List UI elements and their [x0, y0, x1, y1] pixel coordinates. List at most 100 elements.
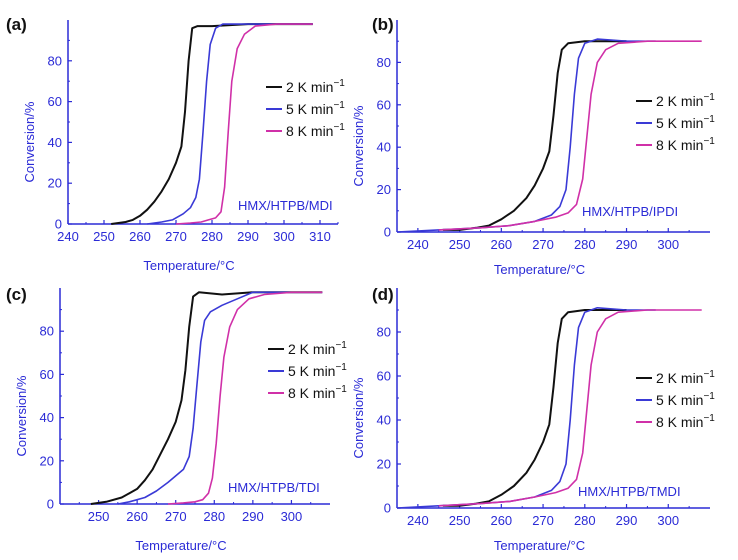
y-tick-label: 80: [40, 324, 54, 339]
chart-panel-2: (b) 240 250 260 270 280 290 300 0 20 40 60 80 Tempera…: [351, 15, 715, 277]
x-axis-title: Temperature/°C: [494, 538, 585, 553]
x-tick-label: 300: [273, 229, 295, 244]
x-tick-label: 300: [657, 513, 679, 528]
series-line-2: [117, 291, 323, 505]
legend-label: 5 K min−1: [656, 114, 715, 131]
series-line-2: [147, 23, 313, 225]
y-tick-label: 20: [377, 182, 391, 197]
y-tick-label: 60: [377, 369, 391, 384]
x-tick-label: 250: [88, 509, 110, 524]
x-tick-label: 300: [657, 237, 679, 252]
legend-superscript: −1: [703, 369, 715, 380]
x-tick-label: 300: [281, 509, 303, 524]
y-tick-label: 80: [377, 55, 391, 70]
panel-label: (b): [372, 15, 394, 34]
sample-annotation: HMX/HTPB/TMDI: [578, 484, 681, 499]
y-tick-label: 40: [377, 140, 391, 155]
legend-superscript: −1: [703, 92, 715, 103]
x-tick-label: 290: [237, 229, 259, 244]
y-axis-title: Conversion/%: [22, 101, 37, 182]
y-tick-label: 20: [40, 453, 54, 468]
x-tick-label: 290: [616, 513, 638, 528]
y-tick-label: 0: [55, 217, 62, 232]
series-line-1: [111, 23, 313, 225]
x-tick-label: 240: [407, 237, 429, 252]
x-tick-label: 260: [126, 509, 148, 524]
x-tick-label: 250: [93, 229, 115, 244]
y-tick-label: 60: [40, 367, 54, 382]
y-tick-label: 80: [377, 325, 391, 340]
series-line-1: [442, 309, 627, 507]
legend-superscript: −1: [335, 384, 347, 395]
legend-label: 5 K min−1: [286, 100, 345, 117]
x-tick-label: 250: [449, 513, 471, 528]
x-tick-label: 250: [449, 237, 471, 252]
legend-label: 8 K min−1: [288, 384, 347, 401]
y-tick-label: 0: [384, 225, 391, 240]
y-axis-title: Conversion/%: [14, 375, 29, 456]
legend-superscript: −1: [703, 391, 715, 402]
legend-label: 8 K min−1: [656, 136, 715, 153]
y-tick-label: 20: [48, 176, 62, 191]
x-tick-label: 260: [490, 237, 512, 252]
y-tick-label: 40: [377, 413, 391, 428]
y-tick-label: 60: [377, 97, 391, 112]
x-tick-label: 290: [616, 237, 638, 252]
legend-label: 5 K min−1: [288, 362, 347, 379]
x-tick-label: 260: [129, 229, 151, 244]
sample-annotation: HMX/HTPB/TDI: [228, 480, 320, 495]
y-axis-title: Conversion/%: [351, 105, 366, 186]
sample-annotation: HMX/HTPB/IPDI: [582, 204, 678, 219]
chart-panel-4: (d) 240 250 260 270 280 290 300 0 20 40 60 80 Tempera…: [351, 285, 715, 553]
panel-label: (c): [6, 285, 27, 304]
legend-label: 5 K min−1: [656, 391, 715, 408]
legend-label: 2 K min−1: [656, 369, 715, 386]
x-axis-title: Temperature/°C: [135, 538, 226, 553]
x-axis-title: Temperature/°C: [494, 262, 585, 277]
x-tick-label: 280: [203, 509, 225, 524]
x-tick-label: 270: [165, 229, 187, 244]
series-line-3: [175, 23, 313, 225]
x-tick-label: 280: [201, 229, 223, 244]
legend-superscript: −1: [703, 413, 715, 424]
x-tick-label: 240: [407, 513, 429, 528]
series-line-3: [167, 291, 323, 505]
x-tick-label: 280: [574, 513, 596, 528]
series-line-3: [438, 40, 702, 231]
chart-panel-1: (a) 240 250 260 270 280 290 300 310 0 20 40 60 80 Temp…: [6, 15, 345, 273]
panel-label: (d): [372, 285, 394, 304]
y-tick-label: 80: [48, 53, 62, 68]
legend-superscript: −1: [335, 340, 347, 351]
x-tick-label: 280: [574, 237, 596, 252]
x-tick-label: 310: [309, 229, 331, 244]
x-axis-title: Temperature/°C: [143, 258, 234, 273]
y-axis-title: Conversion/%: [351, 377, 366, 458]
x-tick-label: 270: [532, 513, 554, 528]
y-tick-label: 0: [384, 501, 391, 516]
legend-label: 2 K min−1: [656, 92, 715, 109]
y-tick-label: 0: [47, 497, 54, 512]
x-tick-label: 270: [532, 237, 554, 252]
chart-panel-3: (c) 250 260 270 280 290 300 0 20 40 60 80 Temperatur…: [6, 285, 347, 553]
series-line-3: [438, 309, 702, 507]
x-tick-label: 270: [165, 509, 187, 524]
series-line-1: [442, 40, 627, 231]
x-tick-label: 240: [57, 229, 79, 244]
x-tick-label: 290: [242, 509, 264, 524]
legend-label: 2 K min−1: [286, 78, 345, 95]
legend-label: 2 K min−1: [288, 340, 347, 357]
legend-label: 8 K min−1: [656, 413, 715, 430]
sample-annotation: HMX/HTPB/MDI: [238, 198, 333, 213]
series-line-2: [396, 307, 656, 509]
panel-label: (a): [6, 15, 27, 34]
legend-superscript: −1: [703, 114, 715, 125]
y-tick-label: 60: [48, 94, 62, 109]
legend-superscript: −1: [703, 136, 715, 147]
legend-superscript: −1: [333, 100, 345, 111]
legend-label: 8 K min−1: [286, 122, 345, 139]
legend-superscript: −1: [335, 362, 347, 373]
y-tick-label: 40: [48, 135, 62, 150]
series-line-1: [90, 291, 323, 505]
x-tick-label: 260: [490, 513, 512, 528]
